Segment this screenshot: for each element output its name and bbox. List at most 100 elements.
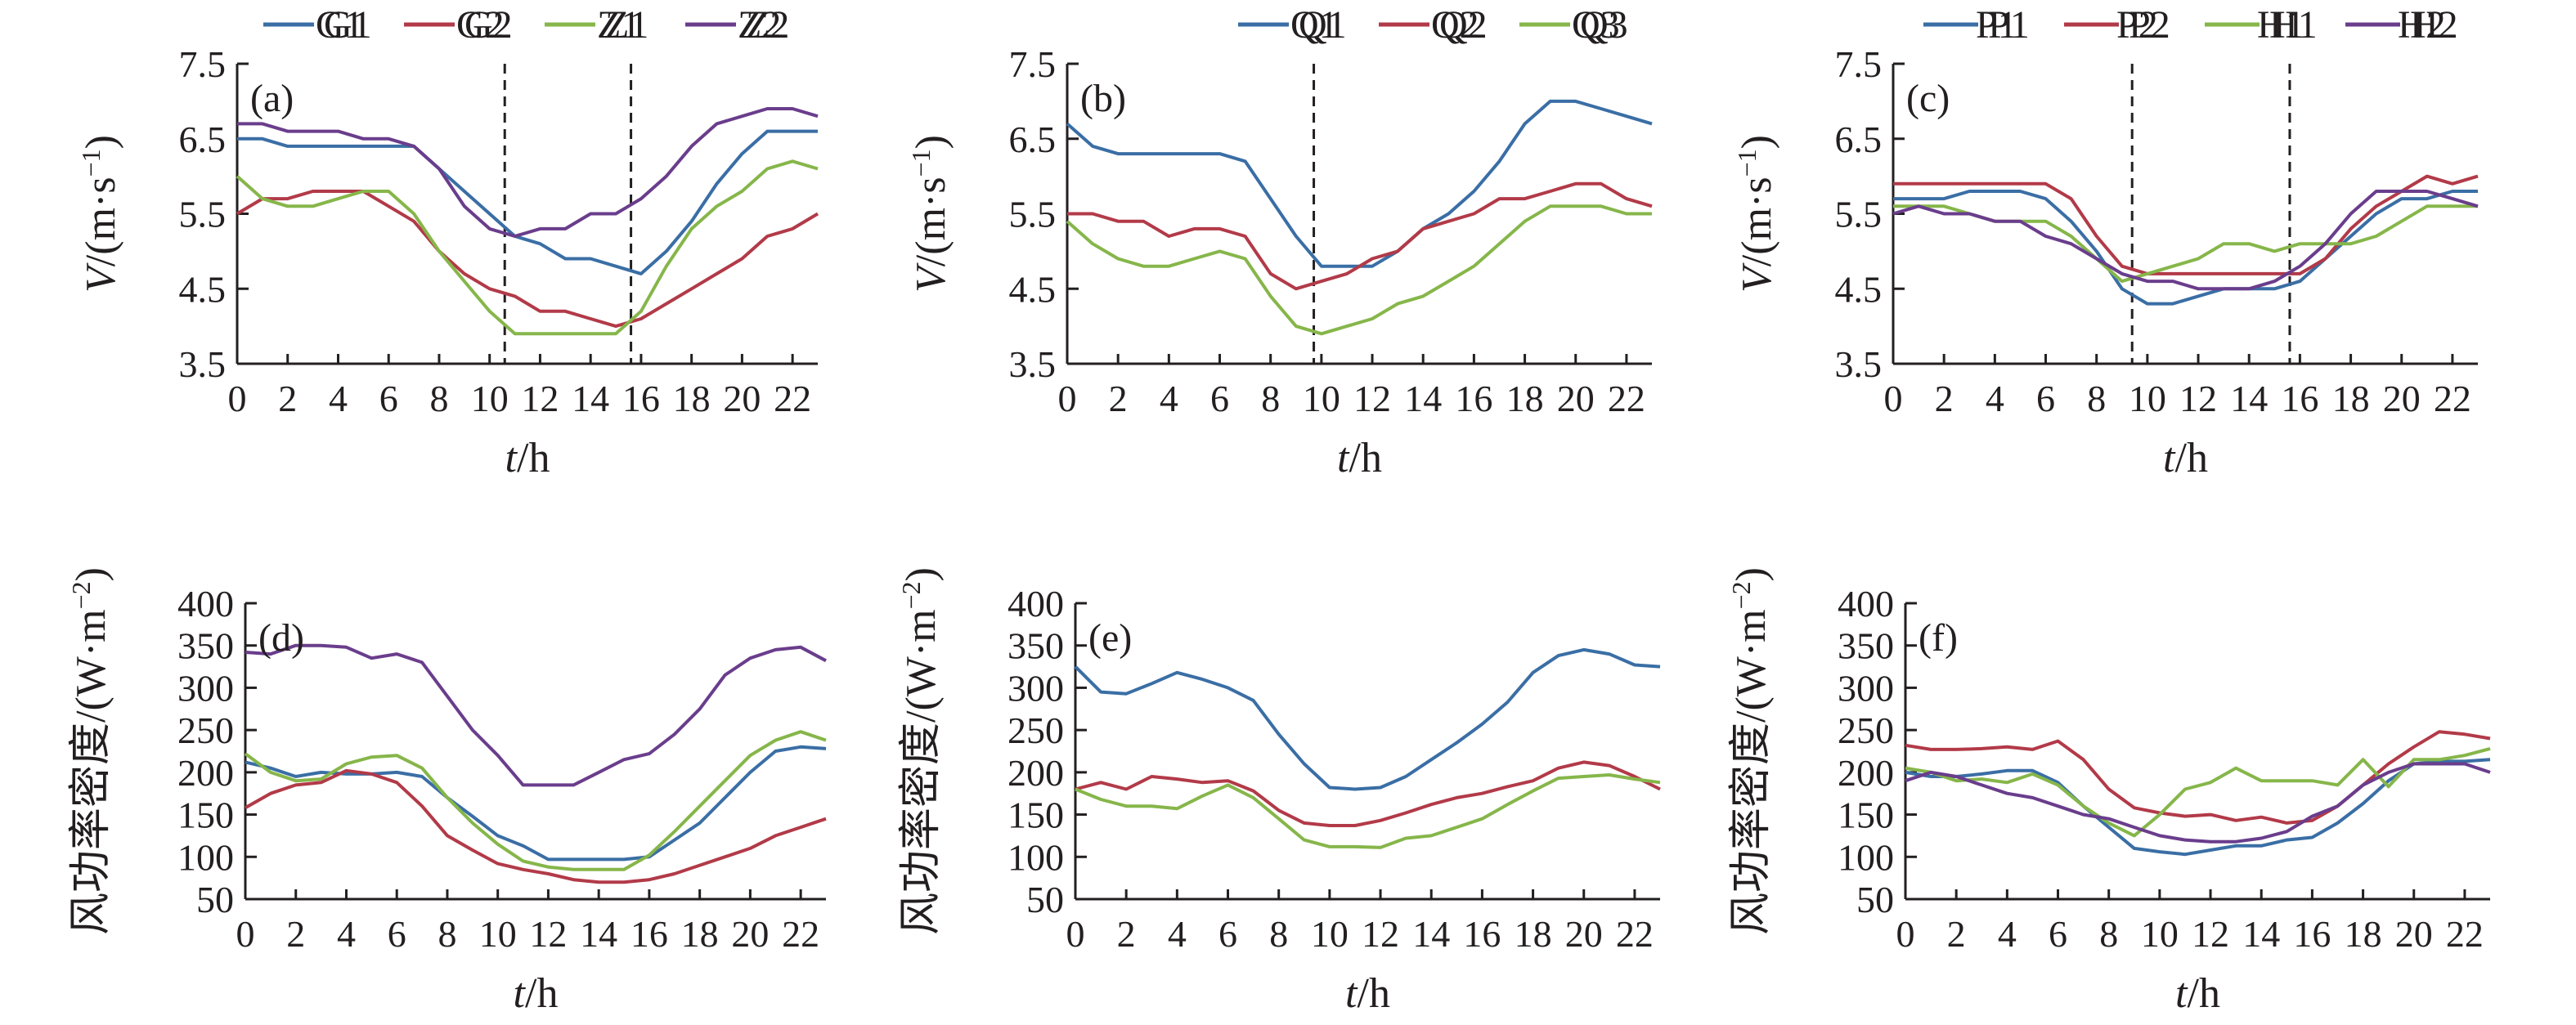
series-line-H2	[1892, 190, 2479, 291]
y-axis-sup: −2	[896, 581, 926, 609]
y-axis-sup: −1	[906, 149, 936, 177]
x-tick-label: 12	[1362, 913, 1399, 955]
y-tick-label: 200	[177, 752, 234, 794]
legend-label-H2: H2	[2398, 3, 2446, 47]
y-tick-label: 6.5	[1835, 119, 1883, 160]
x-axis-variable: t	[2163, 435, 2176, 481]
y-tick-label: 200	[1838, 752, 1894, 794]
x-tick-label: 12	[529, 913, 567, 955]
y-tick-label: 5.5	[179, 194, 227, 235]
series-line-P2	[1893, 174, 2479, 275]
y-tick-label: 300	[177, 667, 234, 709]
x-tick-label: 18	[1506, 378, 1544, 419]
series-line-Z1	[236, 159, 819, 336]
panel-label: (f)	[1919, 616, 1958, 660]
x-axis-unit: /h	[2175, 435, 2208, 481]
legend-label-Q1: Q1	[1290, 3, 1339, 47]
x-tick-label: 22	[2446, 913, 2484, 955]
x-tick-label: 12	[2179, 378, 2217, 419]
x-tick-label: 16	[1455, 378, 1492, 419]
y-axis-title: V/(m·s−1)	[1732, 135, 1780, 293]
y-tick-label: 150	[177, 794, 234, 836]
series-line-P2	[1905, 730, 2491, 825]
series-line-Q3	[1075, 773, 1661, 849]
series-line-P1	[1905, 758, 2491, 857]
x-tick-label: 16	[622, 378, 660, 419]
x-tick-label: 20	[731, 913, 769, 955]
y-tick-label: 300	[1008, 667, 1064, 709]
y-tick-label: 3.5	[1009, 343, 1057, 385]
series-line-P1	[1893, 190, 2478, 306]
x-tick-label: 0	[1058, 378, 1077, 419]
x-tick-label: 22	[1616, 913, 1654, 955]
x-axis-title: t/h	[1337, 435, 1382, 481]
y-axis-title: 风功率密度/(W·m−2)	[66, 567, 114, 935]
x-tick-label: 2	[278, 378, 297, 419]
series-line-Q3	[1066, 204, 1652, 336]
x-tick-label: 14	[580, 913, 617, 955]
legend: P1 P2 H1 H2	[1936, 3, 2458, 47]
y-tick-label: 150	[1008, 794, 1064, 836]
y-tick-label: 200	[1008, 752, 1064, 794]
x-tick-label: 16	[1463, 913, 1501, 955]
x-tick-label: 20	[1557, 378, 1595, 419]
x-tick-label: 18	[1515, 913, 1552, 955]
x-tick-label: 0	[1896, 913, 1915, 955]
x-tick-label: 18	[2332, 378, 2370, 419]
x-tick-label: 10	[471, 378, 509, 419]
x-tick-label: 8	[1261, 378, 1280, 419]
y-tick-label: 7.5	[1009, 43, 1057, 85]
legend: G1 G2 Z1 Z2	[272, 3, 789, 47]
x-tick-label: 8	[2087, 378, 2106, 419]
legend-label-Q2: Q2	[1431, 3, 1479, 47]
series-line-Q1	[1074, 647, 1661, 791]
x-tick-label: 14	[2230, 378, 2268, 419]
series-line-G2	[245, 768, 827, 884]
y-axis-close: )	[908, 135, 954, 149]
panel-label: (e)	[1088, 616, 1132, 660]
y-tick-label: 50	[196, 879, 234, 920]
y-axis-close: )	[68, 567, 114, 581]
series-line-Z2	[245, 643, 827, 787]
x-tick-label: 10	[2141, 913, 2179, 955]
x-axis-unit: /h	[517, 435, 550, 481]
x-tick-label: 10	[479, 913, 517, 955]
y-tick-label: 100	[1008, 836, 1064, 878]
x-tick-label: 0	[228, 378, 247, 419]
legend-label-H2: H2	[2410, 3, 2458, 47]
series-line-H1	[1905, 746, 2491, 838]
legend-label-Z1: Z1	[597, 3, 640, 47]
y-axis-var: 风功率密度	[1728, 723, 1775, 935]
x-axis-variable: t	[514, 970, 527, 1017]
y-axis-sup: −1	[76, 149, 105, 177]
y-axis-var: V	[1734, 262, 1780, 293]
legend-label-Q3: Q3	[1580, 3, 1628, 47]
y-axis-unit: /(W·m	[68, 609, 114, 723]
y-axis-unit: /(m·s	[1734, 177, 1780, 266]
legend-label-G1: G1	[316, 3, 364, 47]
chart-panel-c: P1 P2 H1 H2 3.5 4.5 5.5 6.5 7.5 0 2 4 6 8 10 12 14 16 18 20…	[1732, 3, 2479, 481]
x-tick-label: 6	[1218, 913, 1237, 955]
x-tick-label: 6	[1210, 378, 1229, 419]
y-tick-label: 5.5	[1835, 194, 1883, 235]
legend-label-H1: H1	[2257, 3, 2305, 47]
y-tick-label: 5.5	[1009, 194, 1057, 235]
x-tick-label: 2	[286, 913, 305, 955]
x-tick-label: 6	[2049, 913, 2067, 955]
y-axis-title: V/(m·s−1)	[76, 135, 124, 293]
y-axis-sup: −1	[1732, 149, 1761, 177]
x-tick-label: 22	[1608, 378, 1645, 419]
legend-label-G2: G2	[456, 3, 505, 47]
series-line-Q2	[1067, 181, 1653, 291]
y-axis-sup: −2	[66, 581, 96, 609]
legend-label-P2: P2	[2129, 3, 2170, 47]
x-tick-label: 20	[2383, 378, 2421, 419]
legend: Q1 Q2 Q3	[1238, 3, 1620, 47]
series-line-Z1	[244, 730, 827, 871]
y-tick-label: 250	[1838, 709, 1894, 751]
x-axis-variable: t	[1337, 435, 1350, 481]
